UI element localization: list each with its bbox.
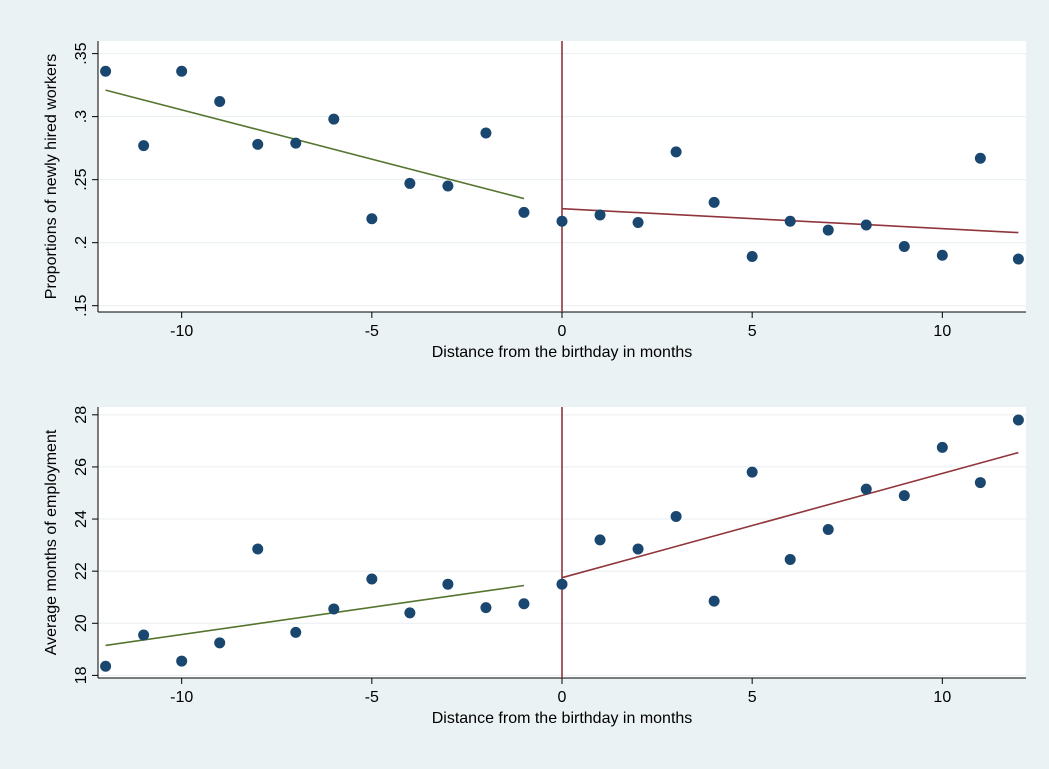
ticks-bottom: 18 20 22 24 26 28 -10 -5 0 5 10	[73, 406, 951, 706]
data-point	[1012, 253, 1024, 265]
data-point	[936, 441, 948, 453]
data-point	[784, 553, 796, 565]
x-tick-label: 10	[933, 689, 951, 706]
data-point	[100, 65, 112, 77]
data-point	[252, 138, 264, 150]
data-point	[860, 483, 872, 495]
y-tick-label: .25	[73, 168, 90, 190]
data-point	[746, 466, 758, 478]
data-point	[936, 249, 948, 261]
data-point	[556, 215, 568, 227]
fit-line-left	[105, 584, 525, 647]
marks-bottom	[100, 407, 1024, 678]
data-point	[138, 140, 150, 152]
x-tick-label: 5	[748, 689, 757, 706]
data-point	[518, 598, 530, 610]
x-tick-label: 10	[933, 323, 951, 340]
data-point	[366, 213, 378, 225]
data-point	[670, 510, 682, 522]
x-tick-label: 0	[558, 689, 567, 706]
data-point	[176, 65, 188, 77]
x-axis-label-top: Distance from the birthday in months	[432, 344, 693, 361]
data-point	[328, 603, 340, 615]
data-point	[822, 224, 834, 236]
y-tick-label: 24	[73, 510, 90, 528]
data-point	[328, 113, 340, 125]
data-point	[480, 127, 492, 139]
y-tick-label: .2	[73, 236, 90, 249]
y-tick-label: .35	[73, 42, 90, 64]
data-point	[860, 219, 872, 231]
data-point	[746, 251, 758, 263]
data-point	[594, 209, 606, 221]
data-point	[290, 626, 302, 638]
data-point	[632, 543, 644, 555]
data-point	[974, 477, 986, 489]
y-tick-label: .3	[73, 110, 90, 123]
data-point	[404, 607, 416, 619]
data-point	[252, 543, 264, 555]
y-tick-label: 20	[73, 614, 90, 632]
x-tick-label: -5	[365, 689, 379, 706]
y-tick-label: .15	[73, 294, 90, 316]
data-point	[708, 196, 720, 208]
fit-line-left	[105, 89, 525, 200]
data-point	[138, 629, 150, 641]
data-point	[480, 602, 492, 614]
data-point	[518, 206, 530, 218]
data-point	[670, 146, 682, 158]
data-point	[214, 637, 226, 649]
data-point	[898, 490, 910, 502]
data-point	[594, 534, 606, 546]
data-point	[822, 523, 834, 535]
x-tick-label: 0	[558, 323, 567, 340]
x-tick-label: -5	[365, 323, 379, 340]
y-tick-label: 26	[73, 458, 90, 476]
data-point	[632, 217, 644, 229]
data-point	[290, 137, 302, 149]
x-tick-label: -10	[170, 323, 193, 340]
fit-line-right	[561, 451, 1019, 579]
data-point	[708, 595, 720, 607]
y-tick-label: 22	[73, 562, 90, 580]
y-tick-label: 18	[73, 666, 90, 684]
data-point	[366, 573, 378, 585]
data-point	[442, 180, 454, 192]
data-point	[404, 177, 416, 189]
panel-top: .15 .2 .25 .3 .35 -10 -5 0 5 10 Distance from the…	[43, 41, 1026, 361]
x-axis-label-bottom: Distance from the birthday in months	[432, 710, 693, 727]
data-point	[784, 215, 796, 227]
y-tick-label: 28	[73, 406, 90, 424]
data-point	[100, 660, 112, 672]
data-point	[556, 578, 568, 590]
marks-top	[100, 41, 1024, 312]
ticks-top: .15 .2 .25 .3 .35 -10 -5 0 5 10	[73, 42, 951, 340]
x-tick-label: -10	[170, 689, 193, 706]
data-point	[898, 240, 910, 252]
data-point	[1012, 414, 1024, 426]
x-tick-label: 5	[748, 323, 757, 340]
data-point	[974, 152, 986, 164]
y-axis-label-top: Proportions of newly hired workers	[43, 54, 60, 299]
data-point	[442, 578, 454, 590]
data-point	[176, 655, 188, 667]
y-axis-label-bottom: Average months of employment	[43, 429, 60, 655]
data-point	[214, 96, 226, 108]
panel-bottom: 18 20 22 24 26 28 -10 -5 0 5 10 Distance from the …	[43, 406, 1026, 727]
